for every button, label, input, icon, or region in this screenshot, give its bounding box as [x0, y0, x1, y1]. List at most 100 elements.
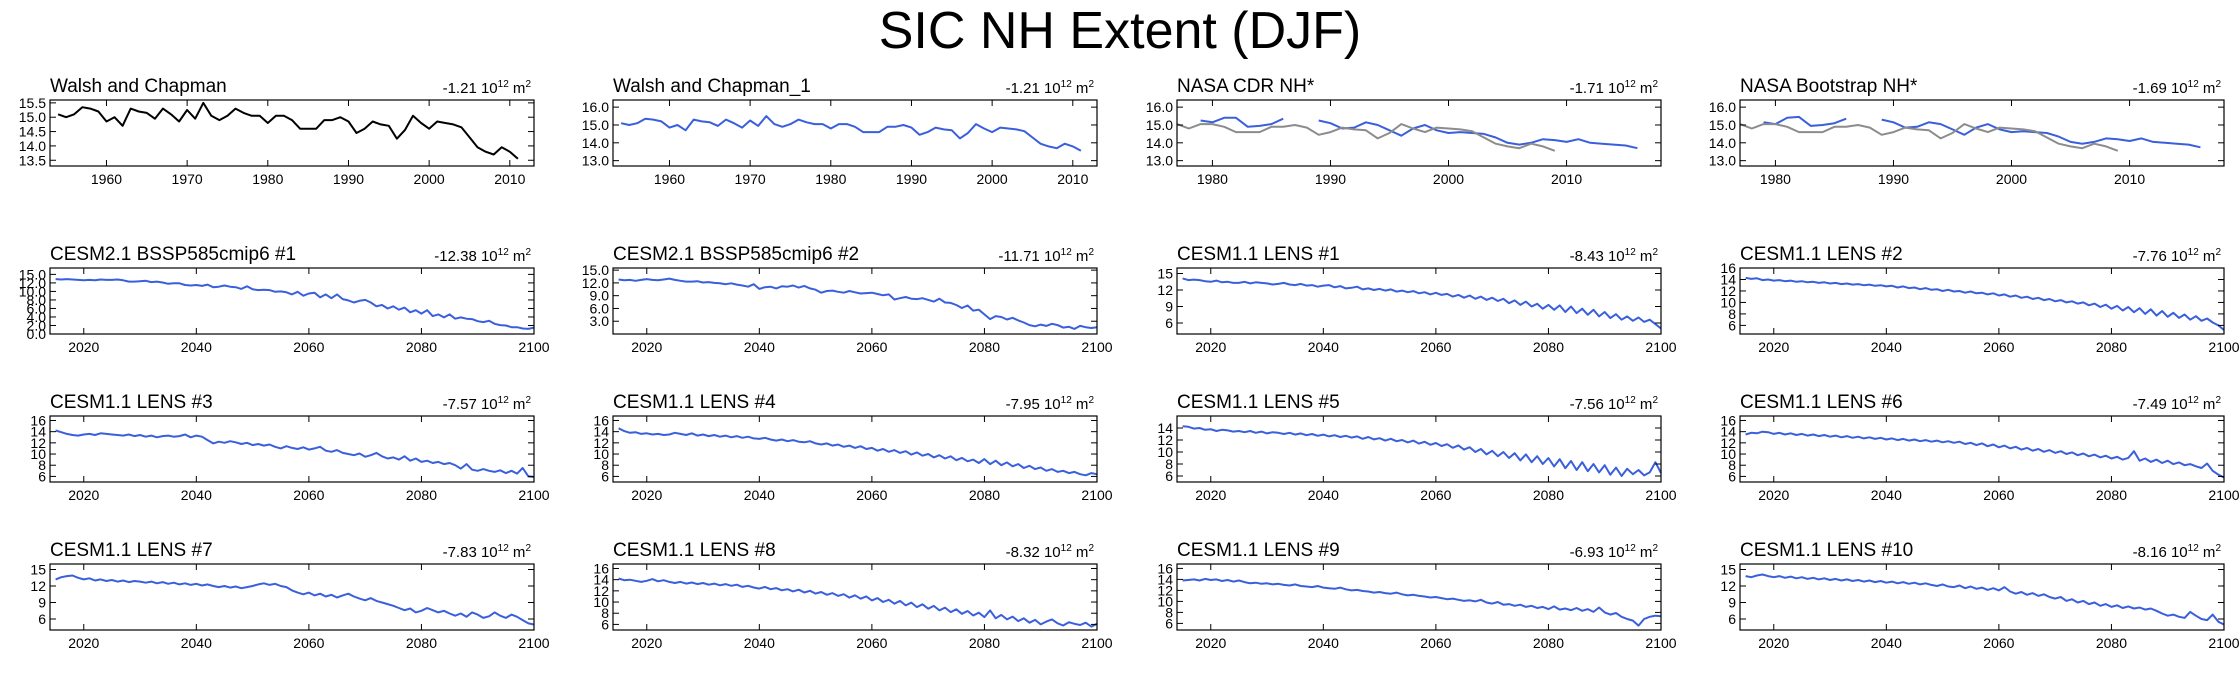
y-tick-label: 14 [1720, 271, 1736, 287]
x-tick-label: 2060 [856, 487, 887, 503]
x-tick-label: 2100 [1081, 635, 1112, 651]
x-tick-label: 2060 [1983, 635, 2014, 651]
x-tick-label: 2000 [414, 171, 445, 187]
trend-unit-exp: 12 [2188, 543, 2200, 554]
y-tick-label: 14.0 [19, 138, 46, 154]
plot-frame [1739, 99, 2225, 167]
trend-value: -7.95 [1006, 396, 1044, 413]
trend-label: -1.21 1012 m2 [443, 79, 532, 97]
trend-unit-exp: 12 [498, 79, 510, 90]
y-tick-label: 10 [1720, 294, 1736, 310]
x-tick-label: 2020 [1195, 339, 1226, 355]
trend-unit-tail: m [1072, 80, 1089, 97]
y-tick-label: 10 [1157, 444, 1173, 460]
x-tick-label: 2080 [2096, 635, 2127, 651]
y-tick-label: 12 [1157, 432, 1173, 448]
trend-unit-tail: m [2199, 80, 2216, 97]
x-tick-label: 2040 [181, 339, 212, 355]
y-tick-label: 15 [30, 562, 46, 578]
y-tick-label: 12 [593, 435, 609, 451]
series-line-1-1 [1745, 573, 2225, 626]
trend-unit-tail: m [2199, 248, 2216, 265]
trend-value: -1.21 [443, 80, 481, 97]
x-tick-label: 2020 [1195, 635, 1226, 651]
x-tick-label: 2020 [68, 487, 99, 503]
plot-frame [49, 563, 535, 631]
plot-frame [612, 99, 1098, 167]
trend-unit-exp2: 2 [1088, 395, 1094, 406]
trend-value: -6.93 [1570, 544, 1608, 561]
x-tick-label: 2080 [969, 487, 1000, 503]
y-tick-label: 3.0 [590, 313, 610, 329]
y-tick-label: 8 [1165, 604, 1173, 620]
x-tick-label: 2060 [856, 339, 887, 355]
plot-frame [612, 563, 1098, 631]
x-tick-label: 2100 [2208, 487, 2239, 503]
y-tick-label: 16 [593, 412, 609, 428]
y-tick-label: 6 [1728, 611, 1736, 627]
panel-title: CESM2.1 BSSP585cmip6 #2 [613, 244, 859, 265]
panel-title: CESM1.1 LENS #8 [613, 540, 776, 561]
trend-unit-exp2: 2 [1652, 543, 1658, 554]
y-tick-label: 9.0 [590, 288, 610, 304]
y-tick-label: 0.0 [27, 326, 47, 342]
x-tick-label: 2060 [1983, 339, 2014, 355]
x-tick-label: 2080 [969, 635, 1000, 651]
trend-label: -12.38 1012 m2 [434, 247, 531, 265]
x-tick-label: 2100 [1081, 487, 1112, 503]
trend-unit-exp2: 2 [1088, 79, 1094, 90]
y-tick-label: 6 [1165, 315, 1173, 331]
panel-title: CESM1.1 LENS #5 [1177, 392, 1340, 413]
x-tick-label: 2000 [977, 171, 1008, 187]
panel-title: CESM1.1 LENS #4 [613, 392, 776, 413]
x-tick-label: 2020 [68, 339, 99, 355]
figure-title: SIC NH Extent (DJF) [879, 2, 1362, 60]
x-tick-label: 2040 [1871, 487, 1902, 503]
x-tick-label: 2100 [518, 339, 549, 355]
x-tick-label: 2020 [631, 487, 662, 503]
y-tick-label: 14.5 [19, 124, 46, 140]
plot-frame [1176, 563, 1662, 631]
x-tick-label: 1970 [172, 171, 203, 187]
x-tick-label: 2100 [1645, 635, 1676, 651]
y-tick-label: 13.0 [1146, 153, 1173, 169]
y-tick-label: 6 [601, 616, 609, 632]
plot-frame [612, 267, 1098, 335]
trend-unit-exp2: 2 [525, 247, 531, 258]
y-tick-label: 15 [1157, 266, 1173, 282]
y-tick-label: 14 [1157, 420, 1173, 436]
x-tick-label: 2040 [1308, 339, 1339, 355]
x-tick-label: 2060 [293, 635, 324, 651]
panel-title: CESM1.1 LENS #3 [50, 392, 213, 413]
trend-unit-tail: m [509, 396, 526, 413]
trend-unit-exp2: 2 [525, 79, 531, 90]
trend-unit-tail: m [1072, 544, 1089, 561]
trend-unit-exp2: 2 [2215, 543, 2221, 554]
x-tick-label: 2060 [293, 487, 324, 503]
trend-unit-exp: 12 [2188, 395, 2200, 406]
x-tick-label: 2040 [1871, 635, 1902, 651]
y-tick-label: 16 [1720, 412, 1736, 428]
series-line-1-1 [55, 278, 535, 330]
y-tick-label: 15.0 [582, 117, 609, 133]
x-tick-label: 2020 [1758, 339, 1789, 355]
plot-frame [612, 415, 1098, 483]
trend-unit-tail: m [2199, 396, 2216, 413]
y-tick-label: 10 [593, 594, 609, 610]
trend-label: -8.16 1012 m2 [2133, 543, 2222, 561]
trend-label: -7.95 1012 m2 [1006, 395, 1095, 413]
trend-unit-base: 10 [2171, 544, 2188, 561]
trend-value: -7.56 [1570, 396, 1608, 413]
trend-unit-exp2: 2 [2215, 395, 2221, 406]
x-tick-label: 2020 [68, 635, 99, 651]
series-line-1-1 [620, 115, 1082, 152]
trend-value: -8.43 [1570, 248, 1608, 265]
y-tick-label: 12.0 [582, 275, 609, 291]
y-tick-label: 14 [1157, 571, 1173, 587]
x-tick-label: 2040 [181, 487, 212, 503]
y-tick-label: 6 [1165, 468, 1173, 484]
